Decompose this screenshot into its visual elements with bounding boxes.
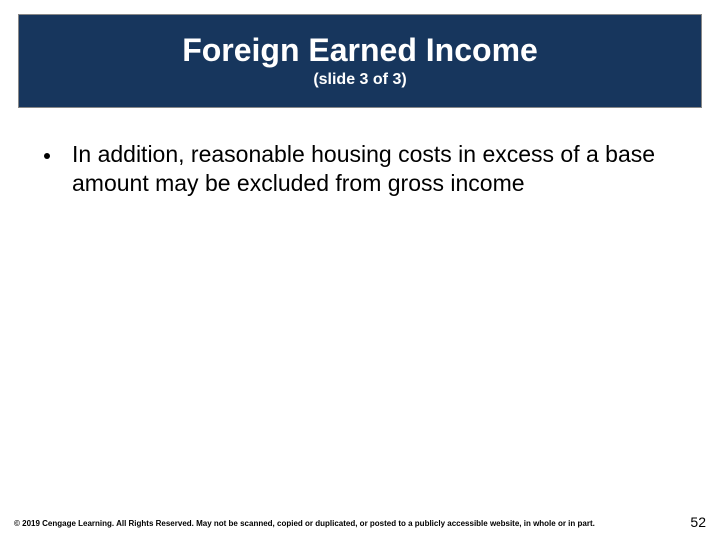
copyright-footer: © 2019 Cengage Learning. All Rights Rese… [14,519,660,528]
slide-subtitle: (slide 3 of 3) [313,71,406,89]
page-number: 52 [690,514,706,530]
slide-title: Foreign Earned Income [182,33,538,68]
bullet-text: In addition, reasonable housing costs in… [72,140,686,198]
title-banner: Foreign Earned Income (slide 3 of 3) [18,14,702,108]
content-area: In addition, reasonable housing costs in… [34,140,686,198]
bullet-dot-icon [44,153,50,159]
bullet-item: In addition, reasonable housing costs in… [34,140,686,198]
